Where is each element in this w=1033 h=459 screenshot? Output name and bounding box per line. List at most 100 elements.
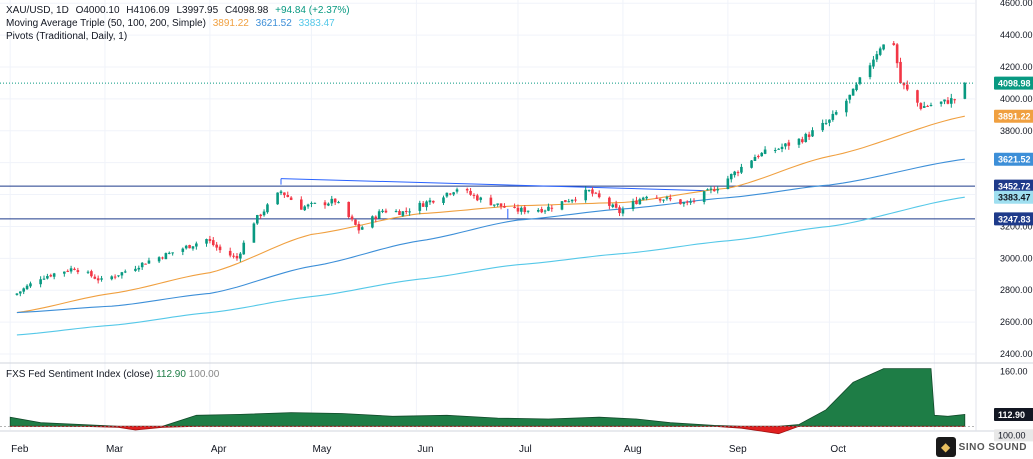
candle-body — [550, 207, 554, 209]
candle-body — [147, 260, 151, 264]
price-tick-label: 2400.00 — [1000, 349, 1033, 359]
candle-body — [855, 84, 858, 91]
candle-body — [333, 198, 337, 203]
candle-body — [323, 202, 327, 206]
candle-body — [950, 98, 953, 104]
candle-body — [665, 197, 669, 199]
candle-body — [787, 142, 791, 146]
sentiment-tick-label: 160.00 — [1000, 366, 1028, 376]
candle-body — [100, 278, 103, 280]
candle-body — [445, 192, 449, 197]
candle-body — [750, 160, 753, 168]
candle-body — [448, 193, 452, 195]
candle-body — [492, 204, 496, 206]
candle-body — [313, 202, 317, 204]
candle-body — [120, 272, 124, 276]
candle-body — [300, 199, 303, 210]
candle-body — [235, 255, 239, 259]
candle-body — [726, 178, 730, 190]
candle-body — [821, 122, 824, 131]
level-lower-badge-bg — [994, 212, 1033, 226]
ma-title[interactable]: Moving Average Triple (50, 100, 200, Sim… — [6, 18, 206, 29]
candle-body — [171, 252, 174, 254]
candle-body — [516, 207, 520, 212]
candle-body — [144, 263, 147, 265]
symbol-label[interactable]: XAU/USD, 1D — [6, 5, 69, 16]
candle-body — [740, 166, 743, 173]
candle-body — [421, 203, 425, 207]
high-value: H4106.09 — [126, 5, 170, 16]
ma-50-line — [16, 115, 965, 314]
candle-body — [685, 201, 689, 203]
candle-body — [716, 189, 720, 191]
candle-body — [418, 202, 422, 211]
candle-body — [428, 200, 432, 203]
candle-body — [658, 198, 662, 201]
candle-body — [90, 271, 93, 277]
candle-body — [394, 211, 398, 213]
candle-body — [926, 105, 929, 107]
candle-body — [371, 216, 374, 228]
sentiment-baseline-bg — [994, 429, 1033, 442]
candle-body — [831, 113, 835, 120]
candle-body — [117, 275, 120, 277]
candle-body — [432, 200, 435, 203]
candle-body — [878, 48, 882, 55]
candle-body — [215, 244, 218, 248]
candle-body — [276, 192, 279, 205]
candle-body — [753, 156, 757, 162]
candle-body — [140, 262, 144, 268]
ma100-value: 3621.52 — [255, 18, 292, 29]
price-tick-label: 4600.00 — [1000, 0, 1033, 8]
candle-body — [86, 271, 90, 273]
sentiment-legend: FXS Fed Sentiment Index (close) 112.90 1… — [6, 369, 219, 380]
candle-body — [543, 210, 547, 212]
candle-body — [536, 210, 540, 212]
candle-body — [479, 197, 483, 200]
candle-body — [902, 82, 906, 86]
candle-body — [255, 215, 259, 224]
candle-body — [286, 195, 290, 197]
candle-body — [916, 90, 919, 103]
candle-body — [123, 271, 127, 273]
candle-body — [564, 200, 567, 203]
sentiment-title[interactable]: FXS Fed Sentiment Index (close) — [6, 369, 154, 380]
candle-body — [252, 223, 256, 243]
candle-body — [682, 202, 686, 204]
price-tick-label: 3800.00 — [1000, 126, 1033, 136]
candle-body — [706, 189, 709, 191]
candle-body — [773, 150, 777, 152]
sentiment-value: 112.90 — [156, 369, 186, 380]
candle-body — [922, 106, 926, 108]
open-value: O4000.10 — [75, 5, 120, 16]
candle-body — [96, 278, 100, 281]
candle-body — [472, 194, 476, 196]
candle-body — [337, 202, 340, 204]
candle-body — [25, 285, 29, 290]
ma100-badge-bg — [994, 152, 1033, 166]
candle-body — [232, 255, 235, 257]
candle-body — [689, 201, 692, 203]
price-tick-label: 4000.00 — [1000, 94, 1033, 104]
candle-body — [570, 199, 574, 202]
candle-body — [191, 246, 195, 249]
candle-body — [845, 100, 848, 113]
candle-body — [567, 201, 571, 203]
logo-icon: ◆ — [935, 437, 956, 457]
candle-body — [828, 119, 831, 123]
candle-body — [283, 192, 286, 196]
candle-body — [310, 202, 313, 204]
candle-body — [591, 189, 594, 194]
candle-body — [134, 268, 137, 271]
level-lower-badge: 3247.83 — [998, 214, 1031, 224]
candle-body — [398, 211, 401, 215]
level-upper-badge: 3452.72 — [998, 182, 1031, 192]
candle-body — [184, 245, 188, 249]
pivots-title[interactable]: Pivots (Traditional, Daily, 1) — [6, 31, 128, 42]
candle-body — [784, 143, 787, 147]
candle-body — [777, 148, 780, 150]
candle-body — [306, 204, 310, 207]
time-tick-label: Jul — [519, 444, 532, 455]
candle-body — [360, 227, 364, 230]
